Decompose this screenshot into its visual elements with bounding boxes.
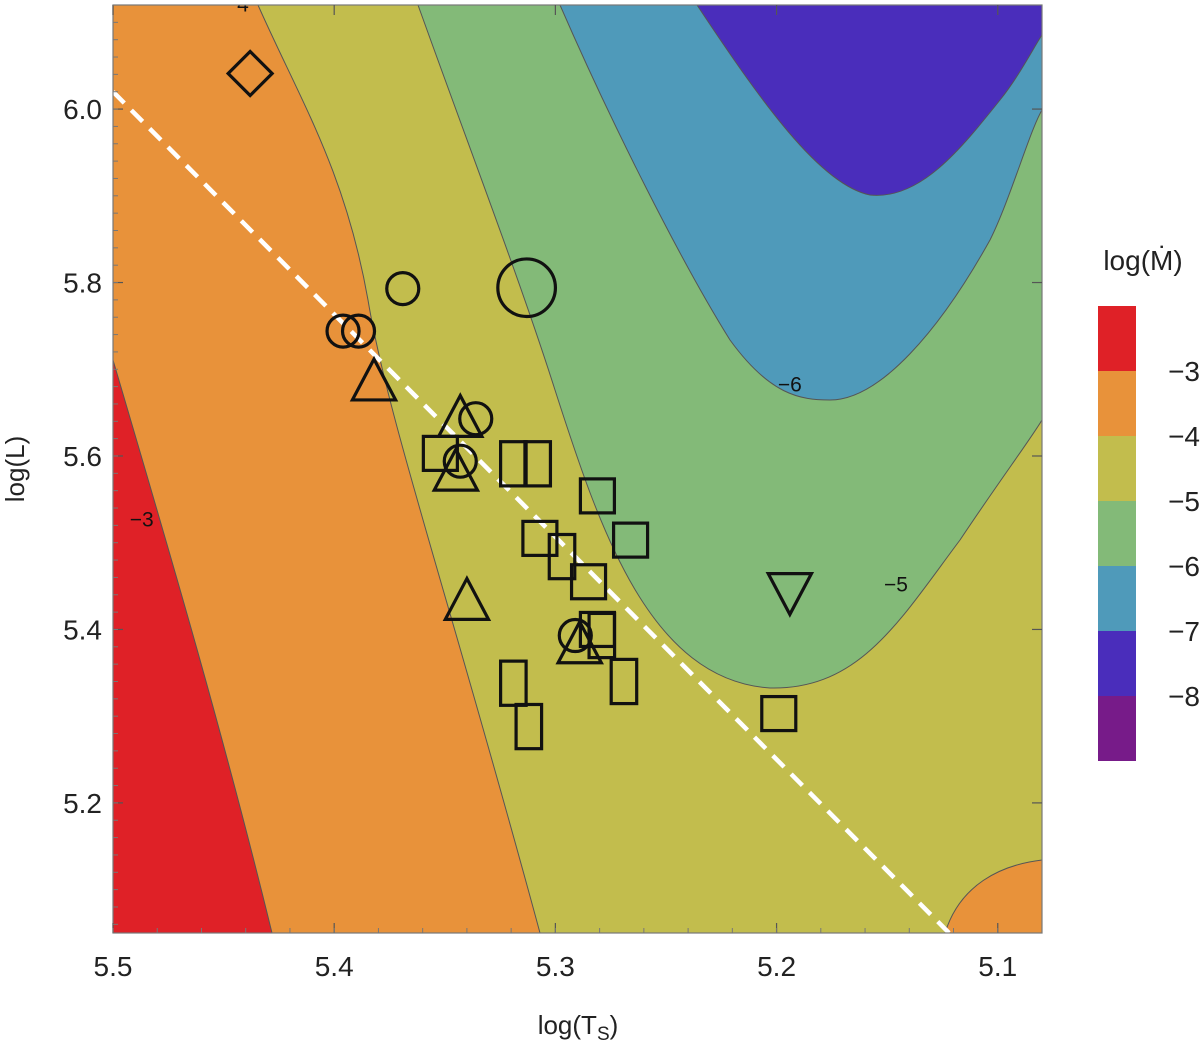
circles-marker-4 [458, 401, 494, 437]
colorbar-band-6 [1098, 696, 1136, 761]
x-tick-label-4: 5.1 [978, 951, 1017, 982]
region-level-4 [113, 5, 541, 933]
x-tick-label-2: 5.3 [536, 951, 575, 982]
colorbar-title: log(Ṁ) [1103, 245, 1182, 276]
squares-marker-10 [499, 659, 528, 707]
squares-marker-4 [611, 521, 650, 559]
colorbar: log(Ṁ) −3 −4 −5 −6 −7 −8 [1098, 245, 1200, 761]
colorbar-band-0 [1098, 306, 1136, 371]
y-tick-label-0: 5.2 [63, 788, 102, 819]
squares-marker-11 [514, 702, 544, 751]
colorbar-label-5: −8 [1168, 681, 1200, 712]
colorbar-band-2 [1098, 436, 1136, 501]
colorbar-band-1 [1098, 371, 1136, 436]
y-axis-label: log(L) [0, 436, 30, 502]
x-axis-ticks: 5.5 5.4 5.3 5.2 5.1 [94, 5, 1043, 982]
circles-marker-2 [340, 313, 377, 349]
triangles-up-marker-3 [442, 575, 492, 621]
contour-label-2: −5 [884, 574, 908, 597]
colorbar-band-3 [1098, 501, 1136, 566]
squares-marker-0 [421, 434, 459, 472]
squares-marker-13 [760, 694, 798, 733]
colorbar-band-4 [1098, 566, 1136, 631]
circles-marker-3 [496, 257, 558, 319]
triangles-up-marker-0 [349, 355, 399, 402]
squares-marker-5 [521, 519, 559, 557]
colorbar-label-2: −5 [1168, 486, 1200, 517]
y-tick-label-4: 6.0 [63, 94, 102, 125]
squares-marker-3 [578, 477, 617, 515]
x-tick-label-0: 5.5 [94, 951, 133, 982]
data-markers [225, 49, 815, 751]
y-tick-label-3: 5.8 [63, 268, 102, 299]
colorbar-label-1: −4 [1168, 421, 1200, 452]
squares-marker-7 [569, 563, 608, 601]
y-tick-label-2: 5.6 [63, 441, 102, 472]
x-tick-label-1: 5.4 [315, 951, 354, 982]
colorbar-band-5 [1098, 631, 1136, 696]
dashed-reference-line [113, 90, 951, 933]
squares-marker-6 [547, 532, 577, 581]
circles-marker-6 [557, 617, 593, 654]
triangles-down-marker-0 [765, 572, 815, 618]
squares-marker-12 [609, 657, 639, 706]
colorbar-label-3: −6 [1168, 551, 1200, 582]
colorbar-label-0: −3 [1168, 356, 1200, 387]
diamond-marker-0 [225, 49, 275, 98]
contour-label-3: −6 [778, 373, 802, 396]
triangles-up-marker-1 [436, 392, 485, 438]
colorbar-label-4: −7 [1168, 616, 1200, 647]
contour-label-1: −4 [225, 0, 249, 16]
circles-marker-0 [385, 271, 421, 307]
y-axis-ticks: 5.2 5.4 5.6 5.8 6.0 [63, 4, 1042, 925]
squares-marker-9 [587, 611, 617, 660]
circles-marker-1 [325, 313, 361, 349]
contour-field: −3 −4 −5 −6 [113, 0, 1042, 933]
region-level-8 [696, 5, 1042, 196]
region-level-3 [113, 359, 273, 933]
squares-marker-2 [523, 440, 553, 488]
circles-marker-5 [442, 443, 478, 479]
plot-frame [112, 4, 1043, 934]
y-tick-label-1: 5.4 [63, 614, 102, 645]
contour-label-0: −3 [130, 509, 154, 532]
x-tick-label-3: 5.2 [757, 951, 796, 982]
contour-labels: −3 −4 −5 −6 [130, 0, 908, 597]
x-axis-label: log(TS) [538, 1010, 619, 1045]
